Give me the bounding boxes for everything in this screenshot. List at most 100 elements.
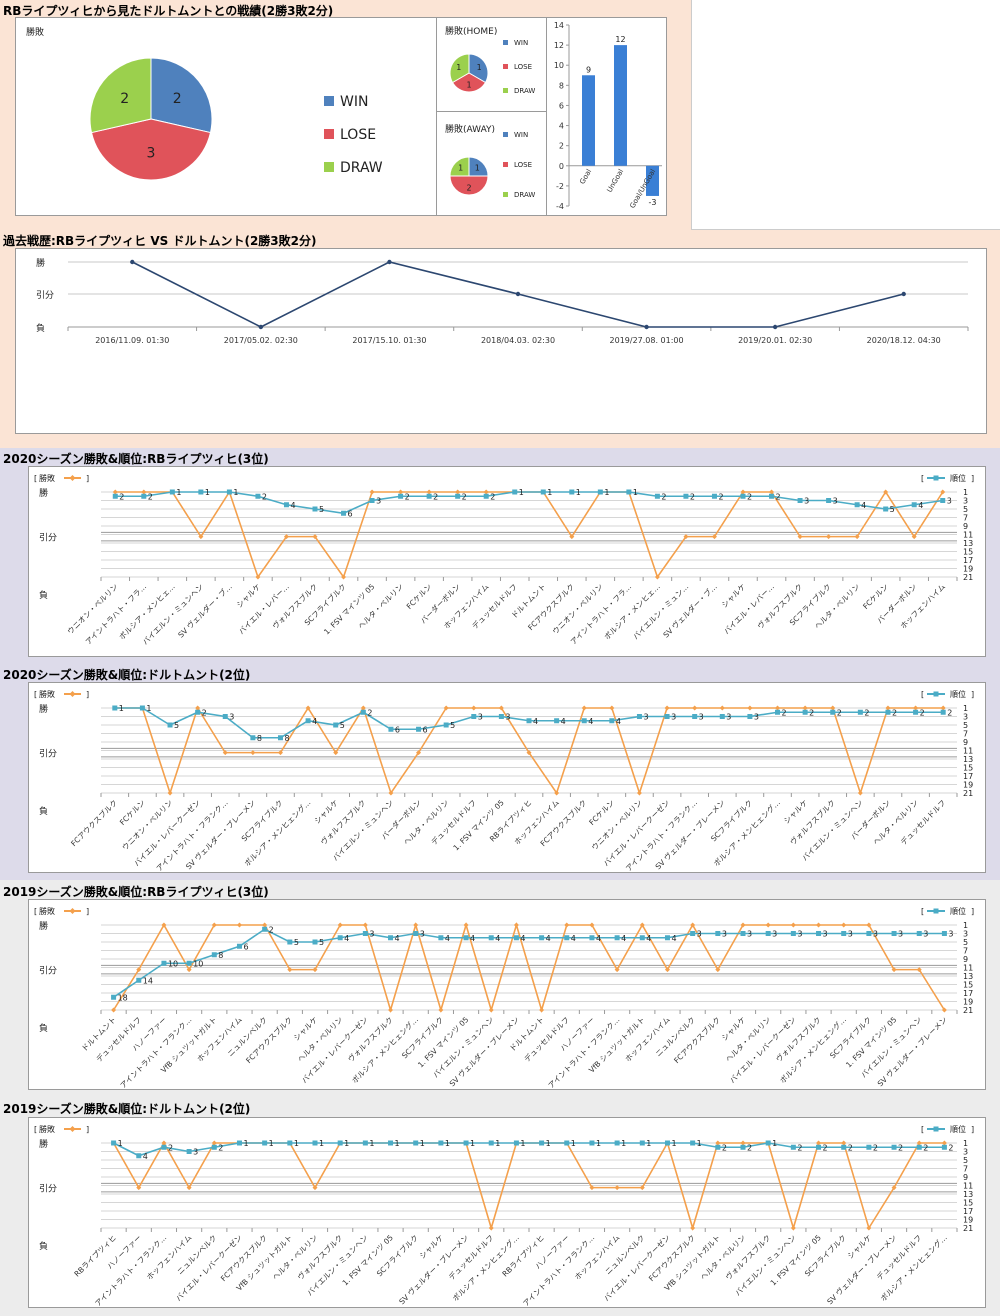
rank-tick-label: 1 — [963, 921, 968, 930]
legend-label-draw: DRAW — [340, 160, 383, 176]
history-line-panel: 勝引分負 2016/11.09. 01:30 2017/05.02. 02:30 20… — [15, 248, 987, 434]
rank-data-label: 1 — [119, 704, 124, 713]
rank-data-label: 14 — [143, 976, 153, 985]
result-point — [940, 705, 946, 711]
legend-label-lose: LOSE — [514, 63, 532, 71]
result-point — [940, 489, 946, 495]
rank-data-label: 5 — [319, 505, 324, 514]
result-point — [564, 922, 570, 928]
legend-label-win: WIN — [514, 131, 528, 139]
history-y-label: 勝 — [36, 257, 45, 269]
pie-value-label: 3 — [147, 145, 156, 161]
rank-data-label: 2 — [661, 492, 666, 501]
rank-data-label: 3 — [797, 930, 802, 939]
legend-rank-marker — [933, 908, 939, 914]
rank-point — [589, 1140, 595, 1146]
rank-data-label: 3 — [697, 930, 702, 939]
result-y-label: 引分 — [39, 533, 57, 544]
rank-point — [360, 709, 366, 715]
result-point — [161, 1140, 167, 1146]
season-2020-bvb-panel: [勝敗][順位] 勝引分負 1 3 5 7 9 11 13 15 17 19 21 1 1 5 2 3 8 8 4 5 2 6… — [28, 682, 986, 873]
rank-data-label: 1 — [495, 1139, 500, 1148]
rank-point — [362, 931, 368, 936]
rank-point — [388, 935, 394, 941]
rank-point — [564, 935, 570, 941]
rank-point — [139, 705, 145, 711]
rank-data-label: 4 — [312, 717, 317, 726]
rank-data-label: 2 — [119, 492, 124, 501]
x-category-label: シャルケ — [313, 798, 341, 826]
rank-data-label: 4 — [344, 934, 349, 943]
away-pie-panel: 勝敗(AWAY) 1 2 1 WIN LOSE DRAW — [436, 111, 547, 216]
rank-data-label: 6 — [348, 509, 353, 518]
season-2020-bvb-title: 2020シーズン勝敗&順位:ドルトムント(2位) — [3, 668, 251, 682]
season-2019-bvb-panel: [勝敗][順位] 勝引分負 1 3 5 7 9 11 13 15 17 19 21 1 4 2 3 2 1 1 1 1 1 1… — [28, 1117, 986, 1308]
rank-point — [426, 493, 432, 499]
rank-point — [885, 709, 891, 715]
rank-point — [916, 931, 922, 936]
rank-data-label: 1 — [233, 488, 238, 497]
legend-rank-marker — [933, 691, 939, 697]
rank-data-label: 1 — [697, 1139, 702, 1148]
rank-data-label: 2 — [405, 492, 410, 501]
rank-data-label: 2 — [864, 708, 869, 717]
legend-label-draw: DRAW — [514, 87, 535, 95]
pie-value-label: 1 — [477, 63, 482, 72]
rank-data-label: 1 — [633, 488, 638, 497]
result-point — [692, 705, 698, 711]
rank-point — [639, 935, 645, 941]
season-2020-rb-title: 2020シーズン勝敗&順位:RBライプツィヒ(3位) — [3, 452, 269, 466]
rank-point — [830, 709, 836, 715]
x-category-label: ウニオン・ベルリン — [551, 582, 605, 636]
result-point — [614, 1185, 620, 1191]
rank-point — [790, 1144, 796, 1150]
rank-point — [597, 489, 603, 495]
result-point — [388, 1007, 394, 1013]
rank-point — [398, 493, 404, 499]
history-point — [901, 291, 906, 297]
result-point — [312, 967, 318, 973]
rank-data-label: 2 — [947, 708, 952, 717]
rank-point — [747, 714, 753, 719]
rank-data-label: 2 — [797, 1143, 802, 1152]
rank-data-label: 3 — [923, 930, 928, 939]
rank-data-label: 3 — [699, 713, 704, 722]
rank-tick-label: 13 — [963, 755, 973, 764]
x-category-label: ヴォルフスブルク — [723, 1232, 772, 1281]
x-category-label: FCアウクスブルク — [671, 1014, 722, 1065]
rank-data-label: 2 — [490, 492, 495, 501]
result-point — [857, 790, 863, 796]
rank-point — [226, 489, 232, 495]
result-point — [277, 750, 283, 756]
rank-point — [581, 718, 587, 724]
rank-point — [111, 1140, 117, 1146]
result-point — [360, 705, 366, 711]
rank-point — [816, 931, 822, 936]
rank-point — [614, 935, 620, 941]
rank-point — [715, 1144, 721, 1150]
legend-swatch-draw — [503, 192, 508, 197]
legend-swatch-win — [503, 40, 508, 45]
x-category-label: ウニオン・ベルリン — [590, 798, 644, 852]
rank-tick-label: 13 — [963, 972, 973, 981]
rank-point — [664, 714, 670, 719]
season-2019-rb-title: 2019シーズン勝敗&順位:RBライプツィヒ(3位) — [3, 885, 269, 899]
rank-data-label: 3 — [671, 713, 676, 722]
result-point — [136, 967, 142, 973]
rank-data-label: 4 — [143, 1152, 148, 1161]
rank-point — [564, 1140, 570, 1146]
rank-point — [719, 714, 725, 719]
rank-point — [312, 1140, 318, 1146]
pie-slice-win — [150, 57, 213, 134]
history-title: 過去戦歴:RBライプツィヒ VS ドルトムント(2勝3敗2分) — [3, 234, 317, 248]
rank-data-label: 3 — [947, 497, 952, 506]
result-point — [111, 1007, 117, 1013]
rank-point — [337, 1140, 343, 1146]
rank-point — [916, 1144, 922, 1150]
legend-label-draw: DRAW — [514, 191, 535, 199]
rank-data-label: 4 — [646, 934, 651, 943]
rank-tick-label: 5 — [963, 505, 968, 514]
goals-value-label: -3 — [649, 198, 657, 207]
